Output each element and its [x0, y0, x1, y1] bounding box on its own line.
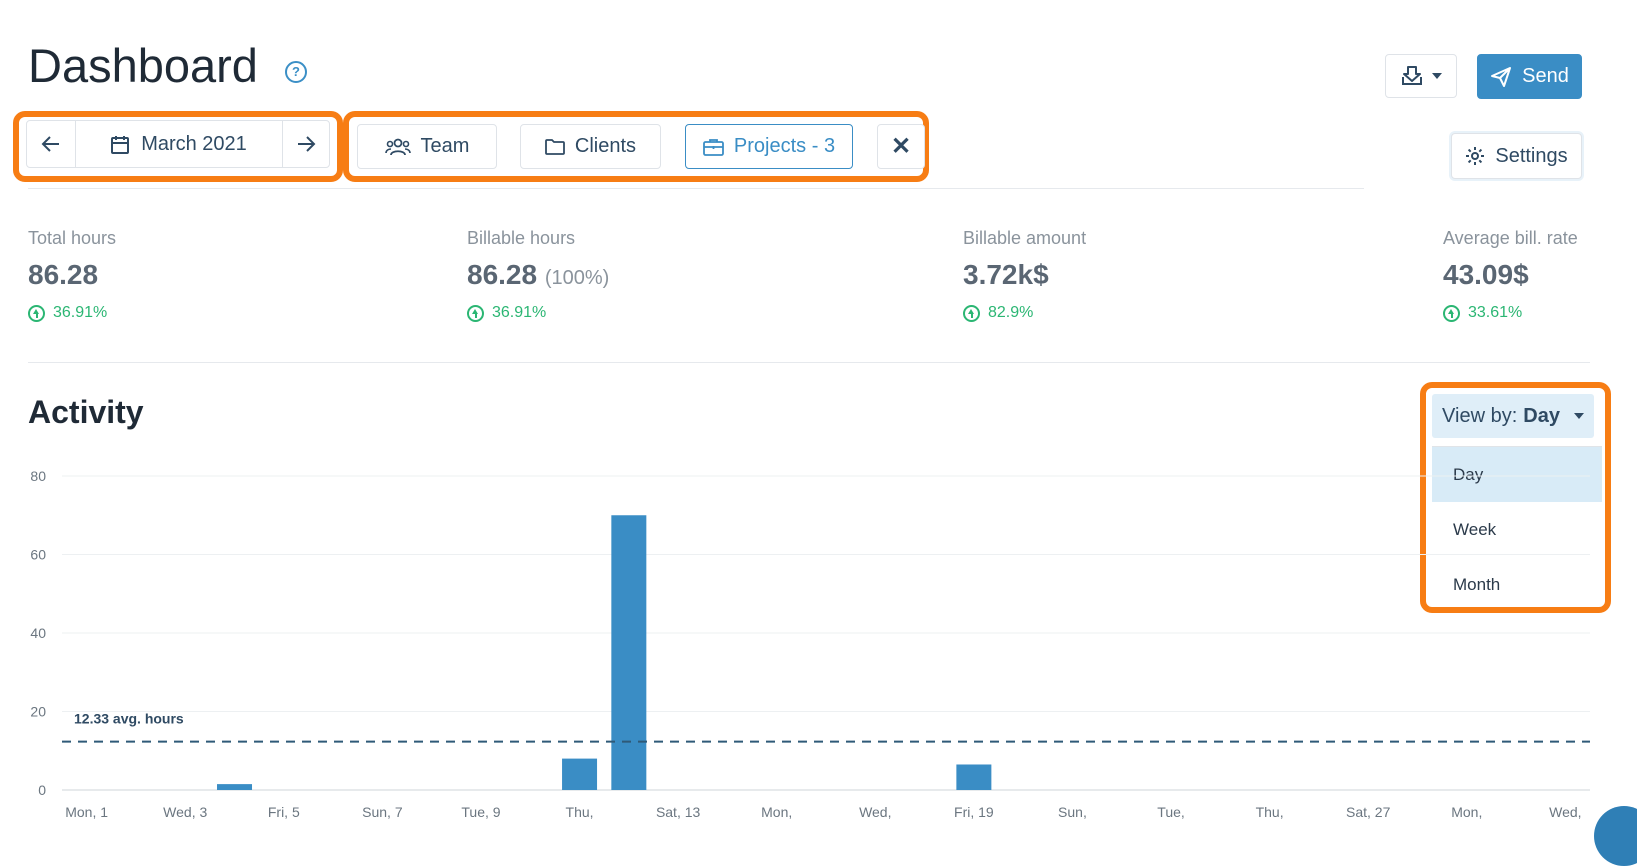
- x-tick-label: Mon,: [761, 804, 792, 820]
- arrow-up-circle-icon: [28, 304, 45, 322]
- x-tick-label: Tue,: [1157, 804, 1185, 820]
- bar: [956, 764, 992, 790]
- x-tick-label: Sun, 7: [362, 804, 403, 820]
- stats-divider: [28, 362, 1590, 363]
- y-tick-label: 80: [30, 468, 46, 484]
- clients-filter-button[interactable]: Clients: [520, 124, 661, 169]
- y-tick-label: 20: [30, 704, 46, 720]
- month-picker[interactable]: March 2021: [76, 120, 282, 168]
- chevron-down-icon: [1573, 413, 1584, 419]
- arrow-up-circle-icon: [963, 304, 980, 322]
- page-title: Dashboard: [28, 39, 258, 92]
- x-tick-label: Tue, 9: [461, 804, 500, 820]
- stat-total-hours: Total hours 86.28 36.91%: [28, 228, 116, 322]
- stat-value: 86.28: [28, 259, 99, 290]
- activity-chart: 0 20 40 60 80 12.33 avg. hours Mon, 1 Wed, 3 Fri…: [30, 468, 1590, 820]
- stat-change: 36.91%: [467, 304, 609, 322]
- header-divider: [28, 188, 1364, 189]
- view-by-prefix: View by:: [1442, 404, 1518, 427]
- x-tick-label: Wed, 3: [163, 804, 207, 820]
- date-navigator: March 2021: [26, 120, 330, 168]
- y-tick-label: 0: [38, 782, 46, 798]
- view-by-dropdown[interactable]: View by: Day: [1432, 394, 1594, 438]
- filters-highlight: [343, 111, 929, 182]
- x-tick-label: Thu,: [1256, 804, 1284, 820]
- calendar-icon: [111, 135, 130, 154]
- stat-change: 33.61%: [1443, 304, 1578, 322]
- x-tick-label: Thu,: [566, 804, 594, 820]
- export-button[interactable]: [1385, 54, 1457, 98]
- x-tick-label: Sun,: [1058, 804, 1087, 820]
- x-tick-label: Sat, 27: [1346, 804, 1391, 820]
- stat-billable-hours: Billable hours 86.28 (100%) 36.91%: [467, 228, 609, 322]
- stat-label: Billable amount: [963, 228, 1087, 248]
- bar: [217, 784, 253, 790]
- x-tick-label: Fri, 19: [954, 804, 994, 820]
- team-label: Team: [420, 135, 470, 157]
- settings-button[interactable]: Settings: [1451, 133, 1582, 179]
- briefcase-icon: [703, 138, 724, 156]
- bar: [611, 515, 647, 790]
- average-line-label: 12.33 avg. hours: [74, 711, 184, 727]
- x-tick-label: Fri, 5: [268, 804, 300, 820]
- stat-percentage: (100%): [544, 267, 610, 289]
- next-month-button[interactable]: [282, 120, 330, 168]
- stat-label: Average bill. rate: [1443, 228, 1578, 248]
- y-tick-label: 60: [30, 547, 46, 563]
- view-by-option-month[interactable]: Month: [1453, 574, 1501, 594]
- arrow-up-circle-icon: [1443, 304, 1460, 322]
- question-circle-icon[interactable]: ?: [285, 61, 307, 83]
- arrow-right-icon: [298, 136, 316, 152]
- stat-value: 43.09$: [1443, 259, 1529, 290]
- clear-filters-button[interactable]: ✕: [877, 124, 925, 169]
- activity-title: Activity: [28, 394, 144, 430]
- stat-value: 86.28 (100%): [467, 259, 610, 290]
- projects-label: Projects - 3: [733, 135, 836, 157]
- x-tick-label: Wed,: [859, 804, 891, 820]
- arrow-left-icon: [41, 136, 59, 152]
- bar: [562, 758, 598, 790]
- stat-label: Total hours: [28, 228, 117, 248]
- x-tick-label: Wed,: [1549, 804, 1581, 820]
- stat-billable-amount: Billable amount 3.72k$ 82.9%: [963, 228, 1086, 322]
- viewby-highlight: [1420, 382, 1611, 613]
- projects-filter-button[interactable]: Projects - 3: [685, 124, 853, 169]
- date-nav-highlight: [13, 111, 343, 182]
- send-label: Send: [1522, 65, 1569, 87]
- chevron-down-icon: [1432, 73, 1442, 79]
- view-by-menu: Day Week Month: [1432, 446, 1602, 605]
- team-filter-button[interactable]: Team: [357, 124, 497, 169]
- view-by-option-day[interactable]: Day: [1432, 447, 1602, 502]
- stat-label: Billable hours: [467, 228, 576, 248]
- x-tick-label: Mon,: [1451, 804, 1482, 820]
- clients-label: Clients: [574, 135, 637, 157]
- download-icon: [1402, 66, 1422, 85]
- stat-value: 3.72k$: [963, 259, 1049, 290]
- stat-change: 36.91%: [28, 304, 116, 322]
- view-by-value: Day: [1523, 404, 1560, 427]
- stat-change: 82.9%: [963, 304, 1086, 322]
- month-label: March 2021: [141, 132, 247, 155]
- prev-month-button[interactable]: [26, 120, 76, 168]
- send-button[interactable]: Send: [1477, 54, 1582, 99]
- users-icon: [384, 138, 411, 155]
- gear-icon: [1466, 147, 1485, 165]
- y-tick-label: 40: [30, 625, 46, 641]
- folder-icon: [545, 139, 565, 155]
- settings-label: Settings: [1495, 144, 1568, 167]
- paper-plane-icon: [1491, 66, 1512, 87]
- stat-average-bill-rate: Average bill. rate 43.09$ 33.61%: [1443, 228, 1578, 322]
- x-tick-label: Sat, 13: [656, 804, 701, 820]
- x-tick-label: Mon, 1: [65, 804, 108, 820]
- arrow-up-circle-icon: [467, 304, 484, 322]
- view-by-option-week[interactable]: Week: [1453, 519, 1497, 539]
